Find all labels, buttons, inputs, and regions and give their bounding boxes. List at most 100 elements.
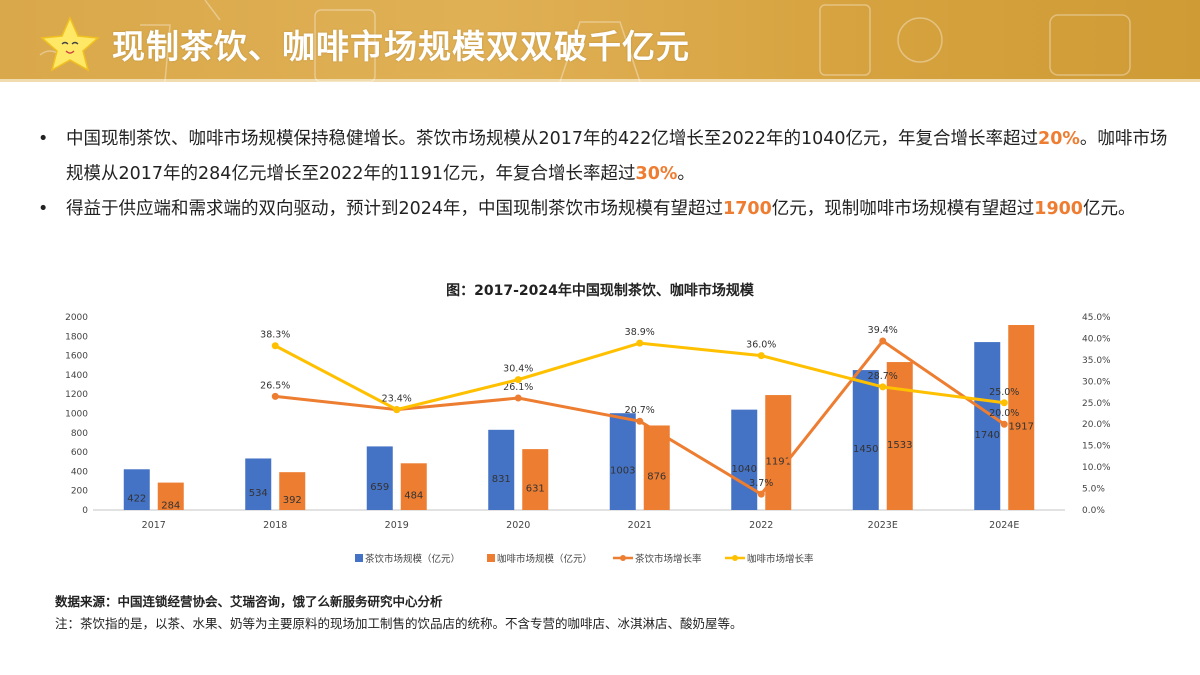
bar-label: 1917 — [1009, 422, 1034, 433]
bar-label: 659 — [370, 482, 389, 493]
bullet-item: 中国现制茶饮、咖啡市场规模保持稳健增长。茶饮市场规模从2017年的422亿增长至… — [38, 122, 1168, 192]
y-right-tick: 40.0% — [1082, 334, 1111, 344]
text: 。 — [677, 164, 695, 184]
bar-label: 484 — [404, 491, 423, 502]
text: 中国现制茶饮、咖啡市场规模保持稳健增长。茶饮市场规模从2017年的422亿增长至… — [66, 129, 1039, 149]
bar-label: 1040 — [732, 464, 757, 475]
line-label: 28.7% — [868, 371, 898, 382]
line-label: 39.4% — [868, 325, 898, 336]
y-left-tick: 1000 — [65, 410, 88, 420]
y-right-tick: 10.0% — [1082, 463, 1111, 473]
legend-swatch — [355, 554, 363, 562]
text: 。咖啡市场规模从2017年的284亿元增长至2022年的1191亿元，年复合增长… — [66, 129, 1168, 184]
x-tick: 2021 — [628, 520, 652, 531]
bar-label: 1740 — [975, 430, 1000, 441]
bar-coffee — [643, 425, 670, 510]
bar-coffee — [157, 482, 184, 510]
header-banner: 现制茶饮、咖啡市场规模双双破千亿元 — [0, 0, 1200, 82]
y-left-tick: 1800 — [65, 332, 88, 342]
y-right-tick: 0.0% — [1082, 506, 1105, 516]
x-tick: 2017 — [142, 520, 166, 531]
bar-coffee — [522, 449, 549, 510]
line-label: 30.4% — [503, 364, 533, 375]
line-label: 23.4% — [382, 394, 412, 405]
line-marker — [879, 383, 887, 391]
line-marker — [1000, 399, 1008, 407]
line-marker — [514, 376, 522, 384]
y-right-tick: 20.0% — [1082, 420, 1111, 430]
x-tick: 2022 — [749, 520, 773, 531]
y-left-tick: 1400 — [65, 371, 88, 381]
line-marker — [757, 352, 765, 360]
line-marker — [1000, 420, 1008, 428]
bar-coffee — [1008, 325, 1035, 510]
bar-label: 534 — [249, 488, 268, 499]
bar-label: 392 — [283, 495, 302, 506]
line-marker — [271, 342, 279, 350]
legend-swatch — [732, 555, 738, 561]
legend-swatch — [487, 554, 495, 562]
line-marker — [271, 392, 279, 400]
y-right-tick: 25.0% — [1082, 399, 1111, 409]
y-left-tick: 2000 — [65, 313, 88, 323]
bullet-item: 得益于供应端和需求端的双向驱动，预计到2024年，中国现制茶饮市场规模有望超过1… — [38, 192, 1168, 227]
y-right-tick: 15.0% — [1082, 442, 1111, 452]
bar-coffee — [886, 362, 913, 510]
legend-swatch — [620, 555, 626, 561]
line-marker — [393, 406, 401, 414]
y-right-tick: 30.0% — [1082, 377, 1111, 387]
bar-label: 1533 — [887, 440, 912, 451]
line-label: 20.0% — [989, 408, 1019, 419]
y-left-tick: 200 — [71, 487, 88, 497]
bar-label: 631 — [526, 484, 545, 495]
y-right-tick: 5.0% — [1082, 485, 1105, 495]
text: 亿元，现制咖啡市场规模有望超过 — [771, 199, 1035, 219]
footnote: 注：茶饮指的是，以茶、水果、奶等为主要原料的现场加工制售的饮品店的统称。不含专营… — [55, 616, 743, 631]
page-title: 现制茶饮、咖啡市场规模双双破千亿元 — [112, 27, 690, 66]
x-tick: 2019 — [385, 520, 409, 531]
line-marker — [879, 337, 887, 345]
line-label: 25.0% — [989, 387, 1019, 398]
line-label: 26.1% — [503, 382, 533, 393]
x-tick: 2020 — [506, 520, 530, 531]
bar-label: 876 — [647, 472, 666, 483]
legend-label: 茶饮市场规模（亿元） — [365, 553, 460, 565]
bar-coffee — [765, 395, 792, 510]
bar-coffee — [400, 463, 427, 510]
bar-tea — [974, 342, 1001, 510]
star-mascot-icon — [40, 16, 100, 72]
bar-tea — [245, 458, 272, 510]
bar-tea — [366, 446, 393, 510]
line-label: 38.9% — [625, 327, 655, 338]
bar-label: 1450 — [853, 444, 878, 455]
bar-coffee — [279, 472, 306, 510]
highlight-text: 1700 — [723, 199, 772, 219]
bar-label: 1003 — [610, 466, 635, 477]
x-tick: 2023E — [868, 520, 898, 531]
bar-label: 831 — [492, 474, 511, 485]
line-marker — [636, 339, 644, 347]
x-tick: 2018 — [263, 520, 287, 531]
legend-label: 咖啡市场增长率 — [747, 553, 814, 565]
bar-tea — [609, 413, 636, 510]
line-label: 3.7% — [749, 478, 773, 489]
y-right-tick: 45.0% — [1082, 313, 1111, 323]
legend-label: 咖啡市场规模（亿元） — [497, 553, 592, 565]
line-label: 36.0% — [746, 340, 776, 351]
y-left-tick: 600 — [71, 448, 88, 458]
highlight-text: 1900 — [1034, 199, 1083, 219]
y-right-tick: 35.0% — [1082, 356, 1111, 366]
line-label: 38.3% — [260, 330, 290, 341]
y-left-tick: 1600 — [65, 352, 88, 362]
legend-label: 茶饮市场增长率 — [635, 553, 702, 565]
line-marker — [636, 417, 644, 425]
line-marker — [757, 490, 765, 498]
bar-tea — [123, 469, 150, 510]
bar-tea — [488, 429, 515, 510]
bar-label: 284 — [161, 500, 180, 511]
bar-tea — [731, 409, 758, 510]
highlight-text: 20% — [1038, 129, 1080, 149]
y-left-tick: 800 — [71, 429, 88, 439]
line-label: 26.5% — [260, 380, 290, 391]
chart-title: 图：2017-2024年中国现制茶饮、咖啡市场规模 — [446, 283, 754, 299]
